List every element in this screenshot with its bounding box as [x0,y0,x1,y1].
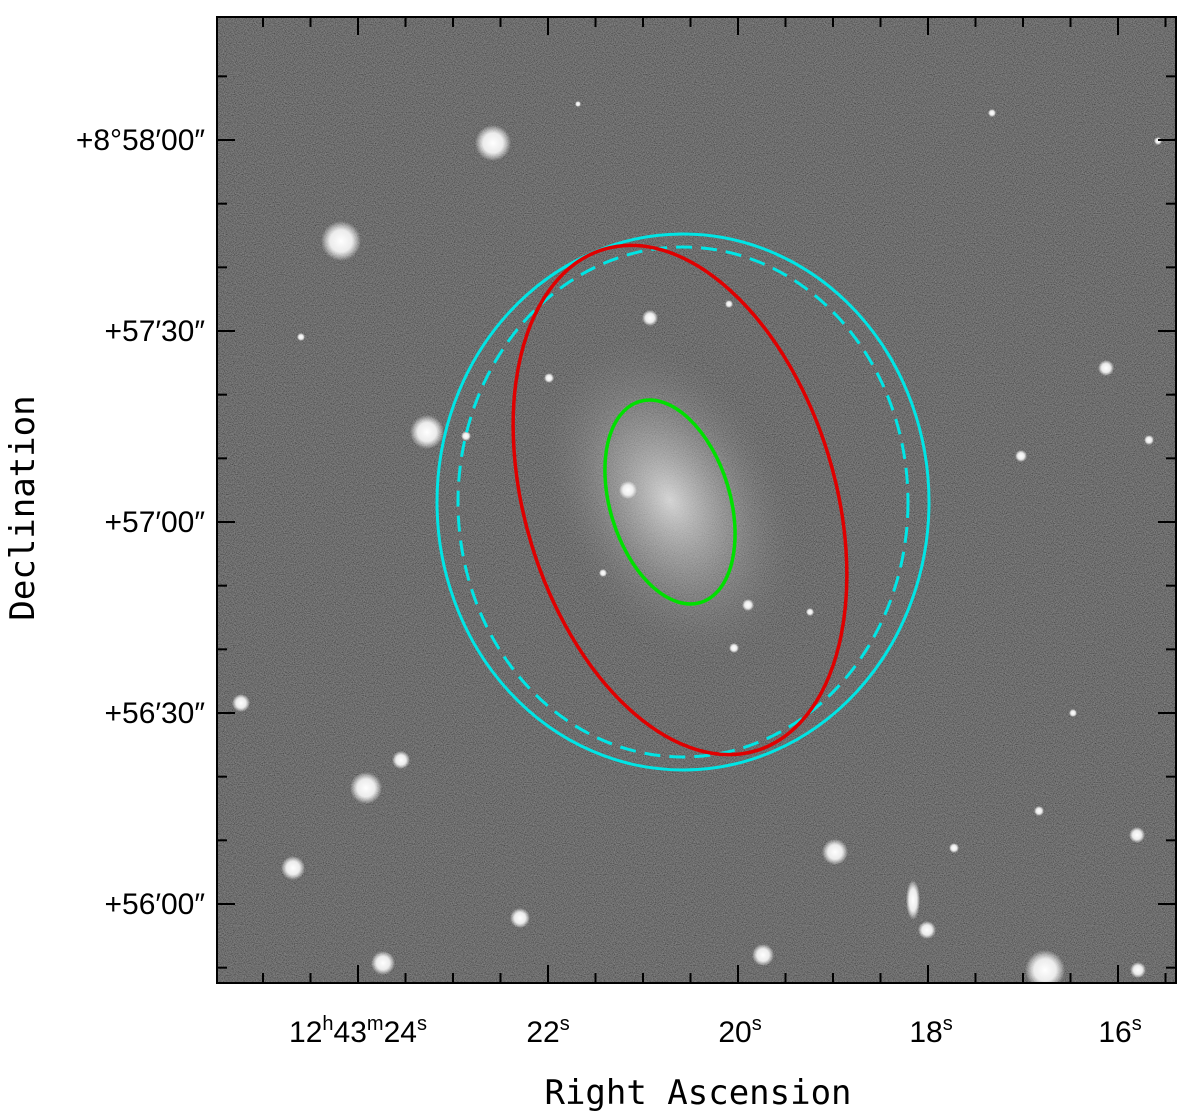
y-tick-labels: +8°58′00″ +57′30″ +57′00″ +56′30″ +56′00… [76,124,206,921]
x-axis-title: Right Ascension [544,1073,851,1113]
x-tick-label-18s: 18s [909,1013,952,1049]
y-axis-title: Declination [3,395,43,620]
plot-frame [216,16,1177,984]
stars [232,101,1162,983]
tick-marks [217,17,1176,983]
y-tick-label: +56′30″ [104,697,205,730]
y-tick-label: +8°58′00″ [76,124,206,157]
x-tick-label-16s: 16s [1098,1013,1141,1049]
y-tick-label: +56′00″ [104,888,205,921]
x-tick-label-20s: 20s [718,1013,761,1049]
cyan-ellipse-dashed [456,245,910,759]
x-tick-label-22s: 22s [526,1013,569,1049]
y-tick-label: +57′30″ [104,315,205,348]
y-tick-label: +57′00″ [104,506,205,539]
green-ellipse [603,398,737,606]
sky-image [217,17,1176,983]
galaxy-glow [540,340,800,660]
cyan-ellipse-outer [435,232,931,772]
red-ellipse [511,243,849,757]
x-tick-label-24s: 12h43m24s [289,1013,427,1049]
x-tick-labels: 12h43m24s 22s 20s 18s 16s [289,1013,1142,1049]
